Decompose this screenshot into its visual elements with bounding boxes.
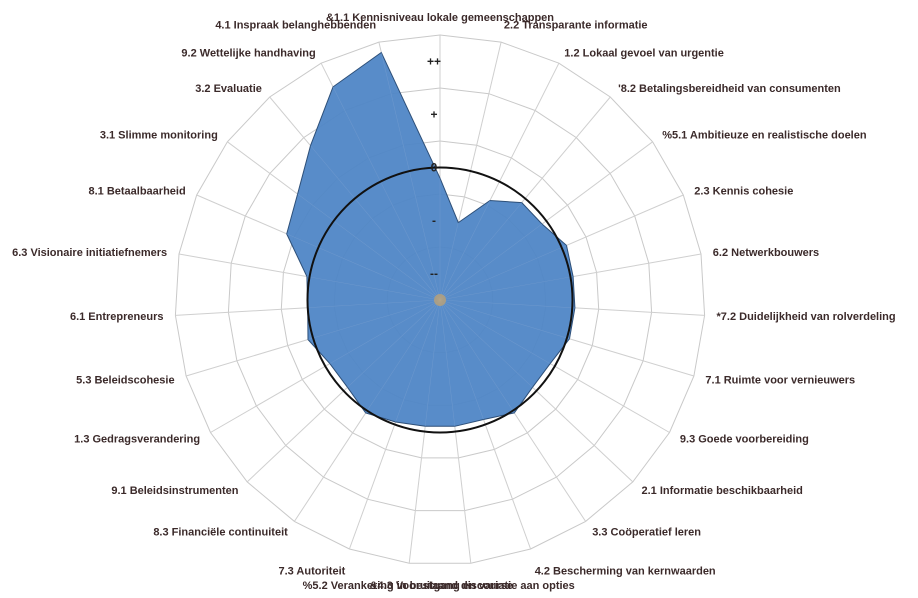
series-spoke-15 <box>424 299 441 427</box>
axis-label-21: 6.1 Entrepreneurs <box>70 311 164 323</box>
series-spoke-2 <box>439 222 459 301</box>
axis-label-24: 3.1 Slimme monitoring <box>100 130 218 142</box>
series-spoke-3 <box>439 200 491 301</box>
axis-label-19: 1.3 Gedragsverandering <box>74 434 200 446</box>
series-spoke-13 <box>439 299 484 420</box>
axis-label-25: 3.2 Evaluatie <box>195 83 262 95</box>
axis-label-23: 8.1 Betaalbaarheid <box>88 185 185 197</box>
series-spoke-4 <box>439 202 523 301</box>
series-spoke-24 <box>297 193 441 301</box>
series-spoke-8 <box>439 299 575 309</box>
series-spoke-11 <box>439 299 533 388</box>
axis-label-5: %5.1 Ambitieuze en realistische doelen <box>662 130 867 142</box>
axis-label-9: 7.1 Ruimte voor vernieuwers <box>705 374 855 386</box>
series-spoke-16 <box>395 299 441 423</box>
tick-label-4: + <box>430 108 437 122</box>
axis-label-13: 4.2 Bescherming van kernwaarden <box>535 565 716 577</box>
series-spoke-12 <box>439 299 515 414</box>
tick-label-3: 0 <box>431 161 438 175</box>
tick-label-5: ++ <box>427 55 441 69</box>
axis-label-1: &1.1 Kennisniveau lokale gemeenschappen <box>326 12 554 24</box>
axis-label-15: %5.2 Verankering in bestaand discourse <box>303 580 513 592</box>
axis-label-16: 7.3 Autoriteit <box>278 565 345 577</box>
axis-label-6: 2.3 Kennis cohesie <box>694 185 793 197</box>
series-spoke-20 <box>307 299 441 340</box>
series-spoke-6 <box>439 245 567 301</box>
series-spoke-22 <box>306 276 441 301</box>
axis-label-20: 5.3 Beleidscohesie <box>76 374 174 386</box>
axis-label-27: 4.1 Inspraak belanghebbenden <box>215 20 376 32</box>
reference-circle-zero <box>306 166 574 434</box>
series-spoke-7 <box>439 276 574 301</box>
grid-ring-4 <box>227 87 653 512</box>
tick-label-2: - <box>432 214 436 228</box>
axis-label-7: 6.2 Netwerkbouwers <box>713 247 819 259</box>
series-spoke-27 <box>381 52 441 301</box>
series-spoke-18 <box>347 299 441 388</box>
series-spoke-21 <box>307 299 441 308</box>
series-spoke-25 <box>310 145 441 301</box>
axis-label-10: 9.3 Goede voorbereiding <box>680 434 809 446</box>
series-spoke-9 <box>439 299 570 340</box>
scale-tick-labels: ---0+++ <box>427 55 441 281</box>
axis-labels: &1.1 Kennisniveau lokale gemeenschappen2… <box>12 12 896 592</box>
axis-label-26: 9.2 Wettelijke handhaving <box>181 48 315 60</box>
axis-label-2: 2.2 Transparante informatie <box>504 20 648 32</box>
axis-label-4: '8.2 Betalingsbereidheid van consumenten <box>618 83 841 95</box>
reference-circle-group <box>306 166 574 434</box>
axis-label-18: 9.1 Beleidsinstrumenten <box>111 485 238 497</box>
series-spoke-19 <box>329 299 441 364</box>
axis-label-3: 1.2 Lokaal gevoel van urgentie <box>564 48 724 60</box>
axis-label-12: 3.3 Coöperatief leren <box>592 526 701 538</box>
series-spoke-5 <box>439 223 543 301</box>
axis-label-14: &4.3 Vooruitgang en variatie aan opties <box>370 580 575 592</box>
center-dot <box>434 294 446 306</box>
series-spoke-26 <box>332 86 441 301</box>
axis-label-11: 2.1 Informatie beschikbaarheid <box>642 485 803 497</box>
series-spoke-17 <box>365 299 441 414</box>
series-spoke-14 <box>439 299 456 427</box>
axis-label-17: 8.3 Financiële continuiteit <box>153 526 288 538</box>
axis-label-22: 6.3 Visionaire initiatiefnemers <box>12 247 167 259</box>
series-spoke-23 <box>286 233 441 301</box>
tick-label-1: -- <box>430 267 438 281</box>
axis-label-8: *7.2 Duidelijkheid van rolverdeling <box>717 311 896 323</box>
series-spoke-10 <box>439 299 551 364</box>
grid-ring-5 <box>174 34 706 564</box>
